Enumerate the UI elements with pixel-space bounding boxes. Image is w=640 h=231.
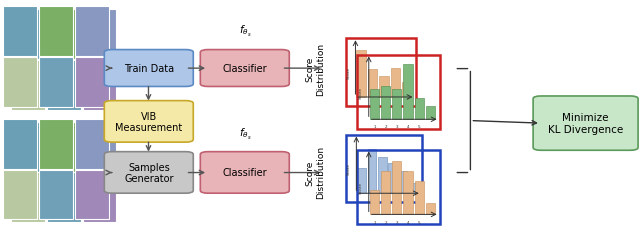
Text: $f_{\theta_s}$: $f_{\theta_s}$	[239, 24, 252, 39]
Text: 1: 1	[373, 125, 376, 129]
Bar	[392, 89, 401, 120]
Bar	[346, 135, 422, 202]
Text: Score: Score	[347, 67, 351, 79]
Bar	[367, 149, 376, 193]
Bar	[381, 171, 390, 214]
Bar	[380, 77, 388, 97]
FancyBboxPatch shape	[104, 101, 193, 143]
Bar	[11, 10, 45, 60]
Bar	[39, 119, 73, 169]
Bar	[357, 169, 366, 193]
Bar	[403, 65, 413, 120]
Text: Score: Score	[359, 181, 363, 193]
FancyBboxPatch shape	[533, 97, 638, 151]
Bar	[378, 158, 387, 193]
Text: Score: Score	[359, 86, 363, 98]
Bar	[47, 61, 81, 110]
Bar	[3, 58, 37, 107]
Bar	[11, 173, 45, 222]
Bar	[409, 183, 418, 193]
Text: 5: 5	[418, 125, 420, 129]
Bar	[357, 150, 440, 224]
Bar	[357, 55, 440, 129]
Bar	[39, 7, 73, 57]
Text: 2: 2	[384, 125, 387, 129]
Bar	[392, 161, 401, 214]
Bar	[426, 106, 435, 120]
Bar	[415, 181, 424, 214]
Bar	[370, 190, 379, 214]
Text: 2: 2	[384, 220, 387, 224]
Bar	[83, 10, 116, 60]
Bar	[47, 122, 81, 172]
Bar	[75, 7, 109, 57]
Bar	[3, 170, 37, 219]
Bar	[83, 122, 116, 172]
Bar	[3, 7, 37, 57]
Text: 3: 3	[396, 220, 398, 224]
FancyBboxPatch shape	[200, 50, 289, 87]
Text: $f_{\theta_s}$: $f_{\theta_s}$	[239, 126, 252, 141]
Text: Score
Distribution: Score Distribution	[306, 43, 325, 96]
Bar	[11, 61, 45, 110]
Bar	[388, 163, 397, 193]
Bar	[390, 69, 400, 97]
Text: 5: 5	[418, 220, 420, 224]
Text: 3: 3	[396, 125, 398, 129]
Text: Minimize
KL Divergence: Minimize KL Divergence	[548, 113, 623, 134]
Text: 1: 1	[373, 220, 376, 224]
Bar	[370, 89, 379, 120]
FancyBboxPatch shape	[200, 152, 289, 193]
Bar	[83, 173, 116, 222]
Bar	[399, 171, 407, 193]
Bar	[368, 70, 377, 97]
Bar	[356, 51, 366, 97]
Bar	[11, 122, 45, 172]
Text: Classifier: Classifier	[223, 64, 267, 74]
Bar	[381, 86, 390, 120]
Text: Classifier: Classifier	[223, 168, 267, 178]
Bar	[3, 119, 37, 169]
FancyBboxPatch shape	[104, 152, 193, 193]
Text: 4: 4	[407, 125, 410, 129]
Bar	[426, 204, 435, 214]
Bar	[75, 170, 109, 219]
Bar	[415, 99, 424, 120]
Text: VIB
Measurement: VIB Measurement	[115, 111, 182, 133]
Bar	[39, 58, 73, 107]
Bar	[47, 173, 81, 222]
Bar	[75, 119, 109, 169]
Text: Train Data: Train Data	[124, 64, 174, 74]
Bar	[402, 82, 412, 97]
Text: Score: Score	[347, 163, 351, 175]
Text: Score
Distribution: Score Distribution	[306, 146, 325, 198]
Bar	[47, 10, 81, 60]
Text: Samples
Generator: Samples Generator	[124, 162, 173, 183]
Bar	[39, 170, 73, 219]
Bar	[75, 58, 109, 107]
FancyBboxPatch shape	[104, 50, 193, 87]
Text: 4: 4	[407, 220, 410, 224]
Bar	[346, 39, 416, 106]
Bar	[403, 171, 413, 214]
Bar	[83, 61, 116, 110]
